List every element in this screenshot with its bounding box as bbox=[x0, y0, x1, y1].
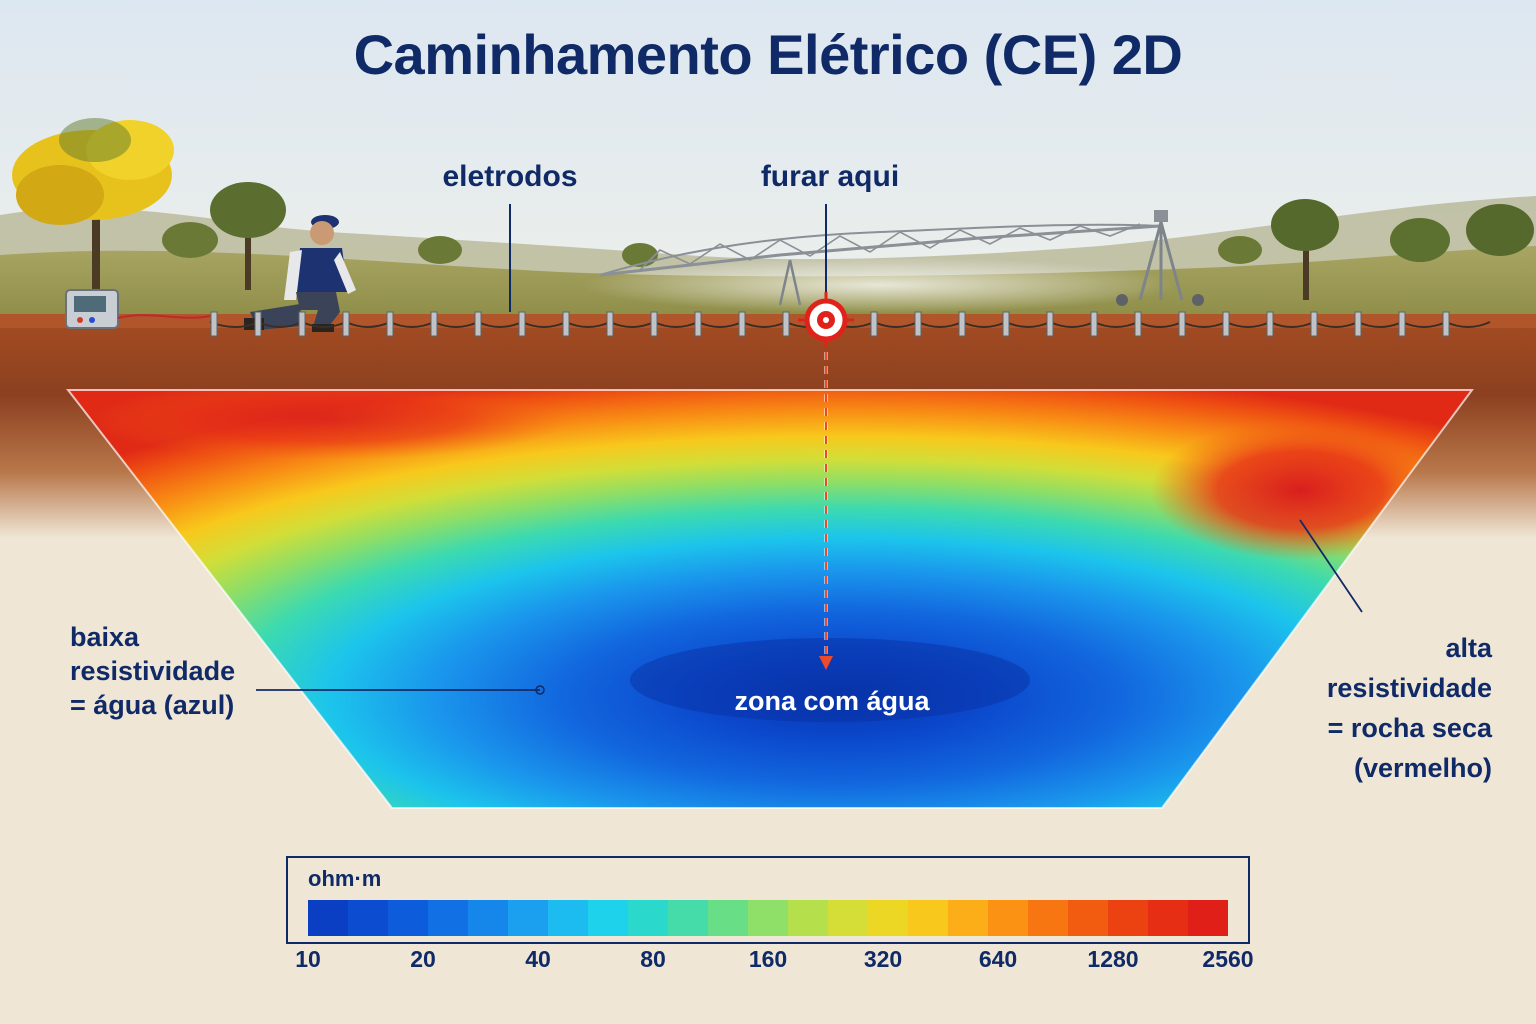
electrode-stake bbox=[650, 311, 658, 337]
high-resistivity-label: alta resistividade = rocha seca (vermelh… bbox=[1326, 633, 1492, 783]
electrode-stake bbox=[1046, 311, 1054, 337]
resistivity-section bbox=[68, 390, 1472, 808]
electrode-stake bbox=[298, 311, 306, 337]
color-scale-swatch bbox=[868, 900, 908, 936]
electrode-stake bbox=[1090, 311, 1098, 337]
color-scale-tick: 20 bbox=[410, 946, 436, 972]
color-scale-swatch bbox=[508, 900, 548, 936]
low-resistivity-marker bbox=[535, 685, 545, 695]
high-resistivity-leader bbox=[1299, 519, 1363, 613]
electrode-stake bbox=[870, 311, 878, 337]
electrode-cable bbox=[209, 320, 1491, 328]
color-scale-tick: 1280 bbox=[1087, 946, 1139, 972]
electrode-stake bbox=[210, 311, 218, 337]
resistivity-meter bbox=[65, 289, 119, 329]
color-scale-swatch bbox=[468, 900, 508, 936]
color-scale-swatch bbox=[1148, 900, 1188, 936]
color-scale-tick: 160 bbox=[748, 946, 788, 972]
color-scale-tick: 640 bbox=[978, 946, 1018, 972]
color-scale-swatch bbox=[908, 900, 948, 936]
electrode-stake bbox=[694, 311, 702, 337]
color-scale-swatch bbox=[988, 900, 1028, 936]
trees bbox=[12, 118, 1534, 310]
electrode-stake bbox=[1178, 311, 1186, 337]
electrodes-label: eletrodos bbox=[442, 160, 578, 193]
electrode-stake bbox=[562, 311, 570, 337]
color-scale-frame bbox=[286, 856, 1250, 944]
electrode-stake bbox=[606, 311, 614, 337]
electrode-stake bbox=[1266, 311, 1274, 337]
color-scale-unit: ohm·m bbox=[308, 866, 382, 891]
center-pivot-irrigation bbox=[580, 210, 1204, 313]
color-scale-bar bbox=[308, 900, 1228, 936]
electrode-stake bbox=[474, 311, 482, 337]
color-scale-swatch bbox=[828, 900, 868, 936]
color-scale-swatch bbox=[548, 900, 588, 936]
color-scale-tick: 10 bbox=[295, 946, 321, 972]
drill-arrowhead bbox=[819, 656, 833, 670]
color-scale-swatch bbox=[668, 900, 708, 936]
color-scale-swatch bbox=[348, 900, 388, 936]
color-scale-swatch bbox=[1108, 900, 1148, 936]
electrode-stake bbox=[1134, 311, 1142, 337]
electrode-stake bbox=[518, 311, 526, 337]
electrode-stake bbox=[1002, 311, 1010, 337]
electrode-stake bbox=[958, 311, 966, 337]
electrode-stake bbox=[1398, 311, 1406, 337]
color-scale-swatch bbox=[628, 900, 668, 936]
color-scale-swatch bbox=[1188, 900, 1228, 936]
electrode-stake bbox=[430, 311, 438, 337]
color-scale-swatch bbox=[788, 900, 828, 936]
page-title: Caminhamento Elétrico (CE) 2D bbox=[353, 23, 1183, 86]
low-resistivity-label: baixa resistividade = água (azul) bbox=[70, 622, 236, 720]
color-scale-swatch bbox=[308, 900, 348, 936]
color-scale-tick: 40 bbox=[525, 946, 551, 972]
electrode-stake bbox=[1222, 311, 1230, 337]
color-scale-swatch bbox=[948, 900, 988, 936]
electrode-stake bbox=[738, 311, 746, 337]
electrode-stake bbox=[254, 311, 262, 337]
electrode-stake bbox=[1310, 311, 1318, 337]
color-scale-swatch bbox=[748, 900, 788, 936]
color-scale-tick: 80 bbox=[640, 946, 666, 972]
color-scale-tick: 2560 bbox=[1202, 946, 1254, 972]
electrode-stake bbox=[386, 311, 394, 337]
drill-here-label: furar aqui bbox=[760, 160, 900, 193]
color-scale-swatch bbox=[708, 900, 748, 936]
color-scale-swatch bbox=[428, 900, 468, 936]
electrode-stake bbox=[1442, 311, 1450, 337]
drill-target-icon bbox=[798, 292, 854, 348]
electrode-stake bbox=[782, 311, 790, 337]
electrode-stake bbox=[1354, 311, 1362, 337]
color-scale-swatch bbox=[588, 900, 628, 936]
electrode-array bbox=[210, 311, 1450, 337]
color-scale-swatch bbox=[1028, 900, 1068, 936]
color-scale-swatch bbox=[388, 900, 428, 936]
electrode-stake bbox=[342, 311, 350, 337]
section-outline bbox=[65, 389, 1474, 809]
water-zone-label: zona com água bbox=[734, 686, 930, 716]
color-scale-swatch bbox=[1068, 900, 1108, 936]
electrode-stake bbox=[914, 311, 922, 337]
color-scale-tick: 320 bbox=[863, 946, 903, 972]
